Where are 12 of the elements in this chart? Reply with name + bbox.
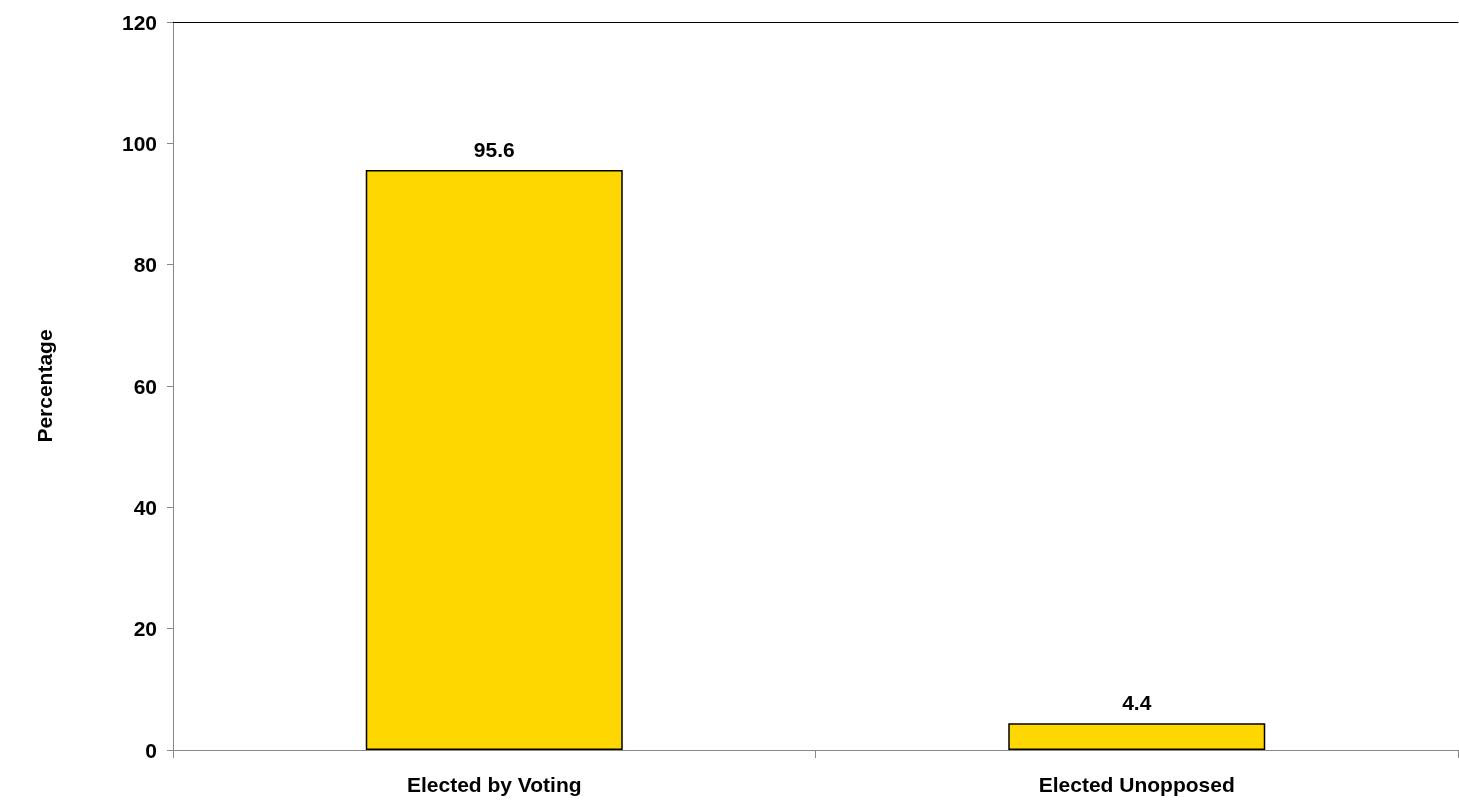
- y-tick-label: 40: [133, 495, 157, 519]
- data-label: 95.6: [473, 138, 515, 162]
- y-tick-label: 120: [121, 10, 157, 34]
- y-tick-label: 20: [133, 617, 157, 641]
- y-tick-label: 80: [133, 253, 157, 277]
- y-tick-label: 100: [121, 131, 157, 155]
- data-label: 4.4: [1122, 691, 1152, 715]
- y-tick-label: 0: [145, 738, 157, 762]
- y-axis-title: Percentage: [33, 329, 56, 443]
- y-tick-label: 60: [133, 374, 157, 398]
- x-tick-label: Elected by Voting: [406, 773, 582, 796]
- x-tick-label: Elected Unopposed: [1038, 773, 1235, 796]
